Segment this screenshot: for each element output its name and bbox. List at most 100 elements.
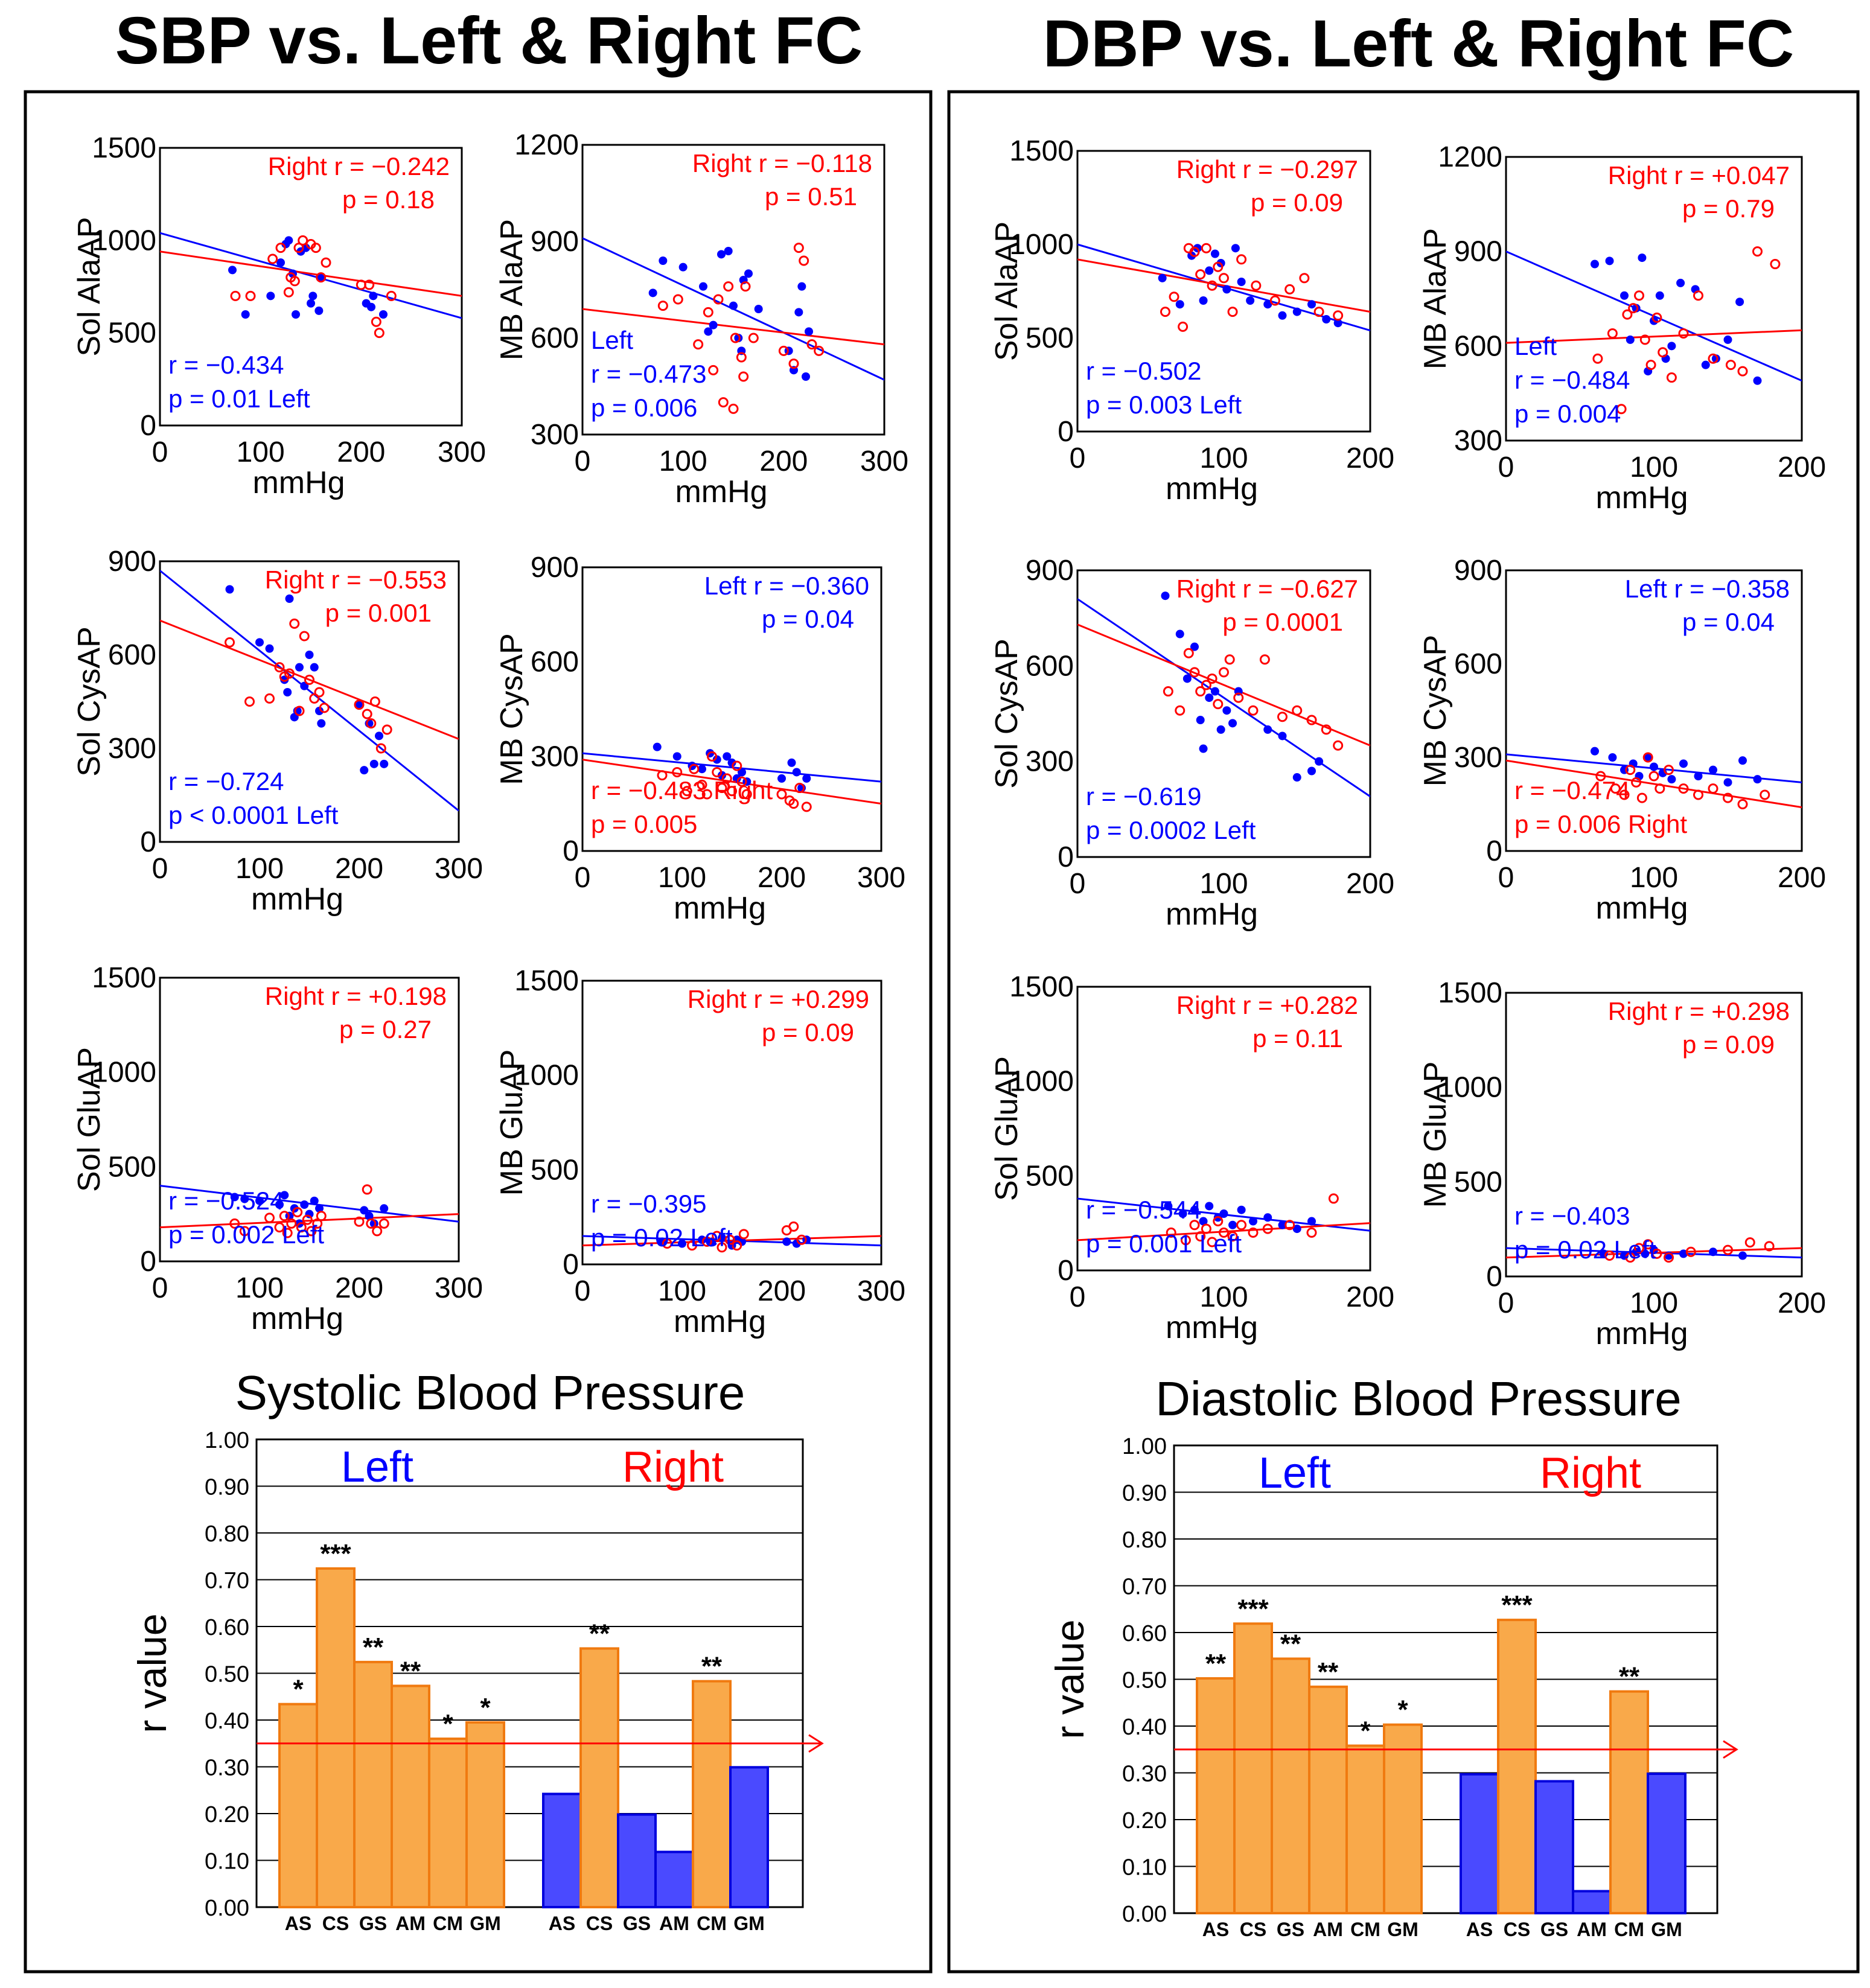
left-data-point bbox=[314, 306, 324, 315]
right-data-point bbox=[267, 253, 278, 264]
right-data-point bbox=[1625, 1252, 1636, 1263]
bar-left-cm bbox=[428, 1738, 468, 1908]
x-axis-label: mmHg bbox=[674, 1304, 766, 1339]
bar-right-gm bbox=[1647, 1773, 1687, 1915]
right-data-point bbox=[796, 1234, 807, 1245]
left-data-point bbox=[1307, 766, 1316, 776]
y-tick-label: 0 bbox=[140, 1246, 156, 1278]
annotation-bottom-line1: r = −0.403 bbox=[1514, 1202, 1630, 1230]
y-tick-label: 0.60 bbox=[205, 1615, 249, 1640]
left-data-point bbox=[310, 1196, 319, 1205]
category-label: GS bbox=[623, 1913, 651, 1934]
x-tick-label: 0 bbox=[575, 445, 591, 477]
right-data-point bbox=[1175, 705, 1186, 716]
panel-frame-sbp bbox=[24, 90, 933, 1974]
left-fit-line bbox=[160, 232, 462, 319]
right-fit-line bbox=[1506, 329, 1802, 344]
bar-right-am bbox=[654, 1850, 694, 1909]
left-data-point bbox=[1667, 342, 1676, 351]
plot-content bbox=[582, 237, 884, 414]
annotation-top-line1: Right r = −0.553 bbox=[265, 565, 447, 594]
significance-stars: ** bbox=[363, 1633, 384, 1662]
annotation-bottom-line1: r = −0.724 bbox=[168, 767, 284, 795]
y-axis-label: Sol CysAP bbox=[72, 626, 107, 777]
category-label: CM bbox=[697, 1913, 727, 1934]
right-data-point bbox=[1207, 1237, 1217, 1247]
right-data-point bbox=[1648, 771, 1659, 782]
right-data-point bbox=[681, 786, 692, 797]
right-data-point bbox=[1213, 1216, 1224, 1227]
y-tick-label: 900 bbox=[1454, 555, 1502, 587]
y-tick-label: 1200 bbox=[1438, 141, 1502, 173]
x-tick-label: 100 bbox=[1199, 442, 1248, 474]
right-data-point bbox=[740, 281, 751, 292]
left-data-point bbox=[709, 320, 718, 330]
chart-dbp_ala_sol: 0 500 1000 1500 0 100 200 mmHg Sol AlaAP Right r … bbox=[989, 135, 1394, 506]
annotation-bottom-line1: r = −0.619 bbox=[1086, 782, 1201, 811]
left-data-point bbox=[369, 1219, 378, 1228]
y-axis-label: Sol CysAP bbox=[989, 639, 1024, 789]
bar-left-cs bbox=[316, 1567, 356, 1908]
right-data-point bbox=[286, 1218, 297, 1229]
right-fit-line bbox=[1077, 1222, 1370, 1241]
left-data-point bbox=[797, 282, 806, 291]
category-label: CS bbox=[586, 1913, 613, 1934]
right-data-point bbox=[264, 1212, 275, 1223]
right-data-point bbox=[362, 709, 372, 719]
right-data-point bbox=[1723, 792, 1733, 803]
plot-content bbox=[1506, 1237, 1802, 1263]
title-dbp: DBP vs. Left & Right FC bbox=[1043, 7, 1795, 81]
bar-right-cm bbox=[1609, 1690, 1649, 1914]
left-data-point bbox=[301, 243, 310, 252]
left-data-point bbox=[369, 759, 378, 768]
right-fit-line bbox=[1506, 759, 1802, 809]
right-data-point bbox=[672, 294, 683, 305]
left-data-point bbox=[729, 301, 738, 310]
x-axis-label: mmHg bbox=[1166, 471, 1258, 506]
significance-stars: ** bbox=[1280, 1629, 1301, 1658]
right-data-point bbox=[693, 339, 704, 350]
category-label: GM bbox=[470, 1913, 501, 1934]
y-tick-label: 1500 bbox=[92, 132, 156, 164]
annotation-top-line2: p = 0.001 bbox=[325, 599, 432, 627]
bar-left-am bbox=[391, 1684, 430, 1909]
annotation-top-line2: p = 0.04 bbox=[762, 605, 854, 633]
plot-content bbox=[160, 1184, 459, 1238]
y-tick-label: 500 bbox=[108, 1151, 156, 1183]
y-tick-label: 300 bbox=[108, 733, 156, 765]
left-data-point bbox=[1591, 747, 1599, 756]
significance-stars: * bbox=[480, 1693, 491, 1722]
annotation-top-line1: Right r = +0.298 bbox=[1608, 997, 1790, 1025]
right-data-point bbox=[799, 255, 809, 266]
annotation-bottom-line2: p = 0.004 bbox=[1514, 400, 1621, 428]
right-fit-line bbox=[582, 308, 884, 346]
x-axis-label: mmHg bbox=[1166, 897, 1258, 932]
annotation-top-line2: p = 0.0001 bbox=[1222, 608, 1343, 636]
annotation-top-line1: Left r = −0.360 bbox=[704, 572, 869, 600]
plot-content bbox=[160, 570, 459, 812]
right-data-point bbox=[1262, 1223, 1273, 1234]
left-data-point bbox=[1644, 753, 1653, 762]
x-tick-label: 0 bbox=[575, 1275, 591, 1307]
right-data-point bbox=[1636, 792, 1647, 803]
right-data-point bbox=[1213, 699, 1224, 710]
threshold-arrowhead bbox=[808, 1734, 824, 1753]
annotation-bottom-line1: r = −0.473 bbox=[591, 360, 706, 388]
right-data-point bbox=[1248, 705, 1259, 716]
left-data-point bbox=[265, 644, 274, 653]
bar-right-cs bbox=[579, 1647, 619, 1909]
plot-frame bbox=[1505, 992, 1803, 1278]
left-data-point bbox=[1709, 1247, 1717, 1257]
annotation-bottom-line2: p = 0.001 Left bbox=[1086, 1229, 1242, 1258]
bar-right-as bbox=[542, 1792, 582, 1908]
y-axis-label: Sol GluAP bbox=[989, 1056, 1024, 1201]
chart-dbp_glu_mb: 0 500 1000 1500 0 100 200 mmHg MB GluAP Right r =… bbox=[1418, 977, 1826, 1351]
y-tick-label: 0.60 bbox=[1122, 1621, 1167, 1646]
right-data-point bbox=[712, 1231, 723, 1241]
x-tick-label: 200 bbox=[758, 1275, 806, 1307]
bar-left-gs bbox=[1271, 1657, 1310, 1914]
x-tick-label: 300 bbox=[857, 1275, 905, 1307]
right-data-point bbox=[1166, 1227, 1176, 1238]
right-data-point bbox=[283, 287, 294, 298]
right-data-point bbox=[1201, 680, 1211, 690]
